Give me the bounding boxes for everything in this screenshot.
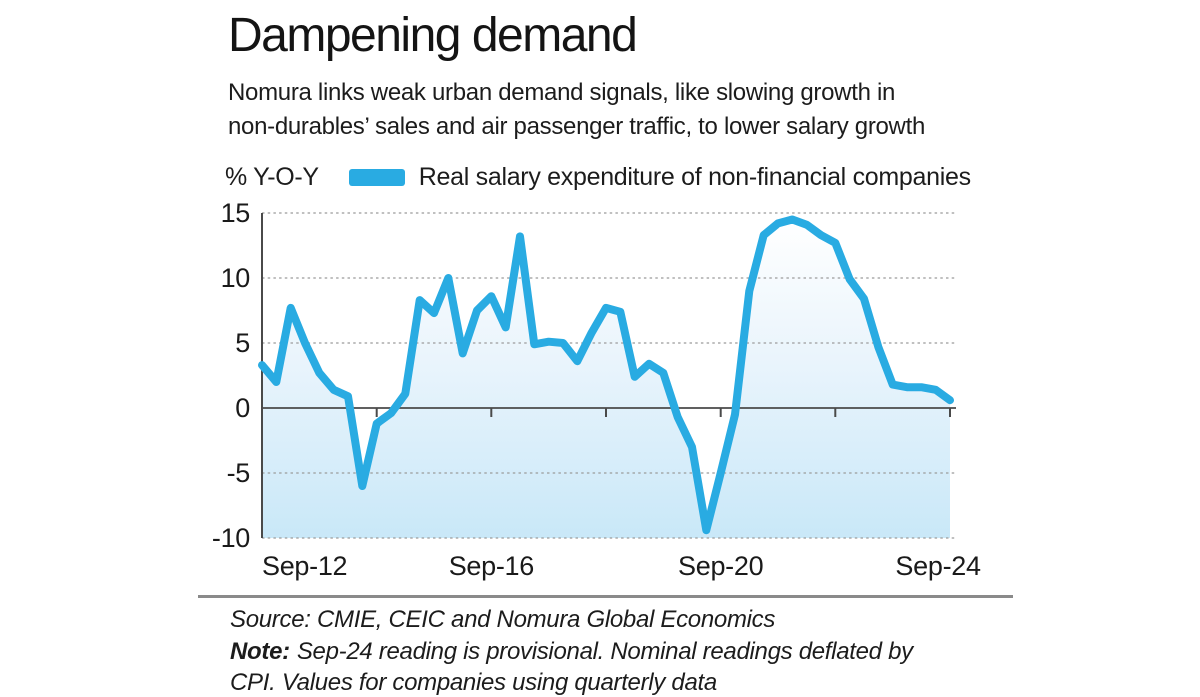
x-axis-label-Sep-16: Sep-16 (448, 551, 535, 581)
plot-svg (258, 212, 956, 539)
y-axis-label--5: -5 (226, 458, 251, 488)
y-axis-label-0: 0 (235, 393, 250, 423)
page-title: Dampening demand (228, 9, 638, 62)
page-subtitle-line2: non-durables’ sales and air passenger tr… (228, 113, 926, 140)
note-continuation-clipped: CPI. Values for companies using quarterl… (230, 669, 717, 696)
data-line-layer (258, 215, 954, 535)
page-subtitle: Nomura links weak urban demand signals, … (228, 76, 925, 144)
y-axis-label-15: 15 (220, 198, 251, 228)
x-axis-label-Sep-24: Sep-24 (895, 551, 981, 581)
footer-divider (198, 595, 1013, 598)
gridline-layer (261, 212, 956, 539)
page-subtitle-line1: Nomura links weak urban demand signals, … (228, 79, 896, 106)
area-fill (262, 219, 950, 538)
y-axis-label--10: -10 (211, 523, 250, 553)
chart-region: 15 10 5 0 -5 -10 Sep-12 Sep-16 Sep-20 Sep-24 (211, 198, 981, 581)
series-color-swatch (348, 169, 405, 186)
chart-legend: % Y-O-Y Real salary expenditure of non-f… (225, 163, 971, 192)
area-fill-layer (262, 219, 950, 538)
note-body: Sep-24 reading is provisional. Nominal r… (296, 638, 913, 665)
note-label: Note: (230, 638, 290, 665)
x-axis-label-Sep-20: Sep-20 (678, 551, 764, 581)
x-axis-label-Sep-12: Sep-12 (262, 551, 348, 581)
y-axis-label-5: 5 (235, 328, 250, 358)
y-axis-unit-label: % Y-O-Y (225, 163, 319, 191)
series-legend-label: Real salary expenditure of non-financial… (418, 163, 971, 191)
source-text: Source: CMIE, CEIC and Nomura Global Eco… (230, 606, 776, 633)
note-text: Note: Sep-24 reading is provisional. Nomi… (230, 638, 913, 666)
data-line (258, 215, 954, 535)
y-axis-label-10: 10 (220, 263, 251, 293)
